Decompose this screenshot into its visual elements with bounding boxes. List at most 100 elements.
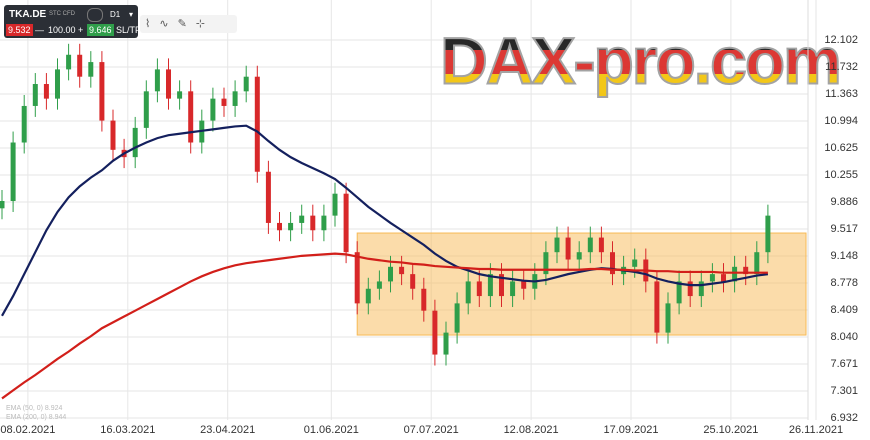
candle-body [687, 281, 693, 297]
symbol[interactable]: TKA.DE [9, 9, 47, 20]
candle-body [265, 171, 271, 223]
candle-body [632, 259, 638, 267]
candle-body [754, 252, 760, 275]
candle-body [610, 252, 615, 275]
candle-body [343, 193, 349, 253]
candle-body [99, 62, 105, 121]
decrease[interactable]: — [35, 25, 44, 35]
candle-body [709, 274, 715, 282]
candle-body [765, 215, 771, 253]
candle-body [454, 303, 460, 333]
x-tick-label: 26.11.2021 [789, 424, 843, 436]
candle-body [565, 237, 571, 260]
candle-body [43, 84, 49, 99]
toolbar: TKA.DE STC CFD D1 ▾ 9.532 — 100.00 + 9.6… [4, 5, 142, 38]
y-tick-label: 11.363 [825, 88, 858, 100]
candle-body [432, 310, 438, 355]
candle-body [143, 91, 149, 128]
candle-body [66, 54, 72, 70]
y-tick-label: 6.932 [830, 412, 858, 424]
x-tick-label: 12.08.2021 [504, 424, 559, 436]
timeframe[interactable]: D1 [110, 10, 121, 19]
candle-body [676, 281, 682, 304]
volume[interactable]: 100.00 [48, 25, 76, 35]
tool-icons[interactable]: ⌇∿✎⊹ [140, 15, 237, 33]
x-tick-label: 07.07.2021 [404, 424, 459, 436]
y-tick-label: 8.778 [830, 277, 858, 289]
candle-body [210, 98, 216, 121]
sltp-button[interactable]: SL/TP [116, 25, 142, 35]
dropdown[interactable]: ▾ [129, 10, 134, 19]
candle-body [332, 193, 338, 216]
candle-body [166, 69, 171, 99]
candle-body [721, 274, 726, 282]
candle-body [321, 215, 327, 231]
y-tick-label: 8.040 [830, 331, 858, 343]
candle-body [88, 62, 94, 77]
candle-body [576, 252, 582, 260]
candle-body [310, 215, 316, 231]
candle-body [376, 281, 382, 289]
y-tick-label: 7.301 [830, 385, 858, 397]
ema-line [1, 252, 768, 400]
y-tick-label: 7.671 [830, 358, 858, 370]
candle-body [521, 281, 527, 289]
x-tick-label: 16.03.2021 [100, 424, 155, 436]
candle-body [288, 222, 294, 231]
legend-entry: EMA (200, 0) 8.944 [6, 414, 66, 421]
candle-body [77, 54, 83, 77]
candle-body [232, 91, 238, 106]
y-tick-label: 10.255 [824, 169, 858, 181]
candle-body [587, 237, 593, 253]
candle-body [132, 127, 138, 158]
x-tick-label: 23.04.2021 [200, 424, 255, 436]
candle-body [299, 215, 305, 223]
ema-line [1, 124, 769, 317]
candle-body [188, 91, 194, 143]
watermark: DAX-pro.com [440, 23, 840, 97]
candle-body [177, 91, 183, 99]
candle-body [743, 266, 749, 275]
y-tick-label: 9.517 [830, 223, 858, 235]
x-tick-label: 25.10.2021 [703, 424, 758, 436]
candle-body [598, 237, 604, 253]
candle-body [221, 98, 227, 106]
candle-body [10, 142, 16, 202]
y-tick-label: 10.994 [824, 115, 858, 127]
candle-body [654, 281, 660, 333]
y-tick-label: 11.732 [825, 61, 858, 73]
candle-body [499, 274, 504, 297]
info-icon[interactable] [87, 8, 103, 22]
y-tick-label: 9.148 [830, 250, 858, 262]
increase[interactable]: + [78, 25, 84, 35]
candle-body [465, 281, 471, 304]
candle-body [543, 252, 549, 275]
sell-button[interactable]: 9.532 [6, 24, 33, 36]
legend-entry: EMA (50, 0) 8.924 [6, 405, 63, 412]
candle-body [154, 69, 160, 92]
candle-body [554, 237, 560, 253]
candle-body [399, 266, 405, 275]
candle-body [510, 281, 516, 297]
y-tick-label: 8.409 [830, 304, 858, 316]
buy-button[interactable]: 9.646 [87, 24, 114, 36]
candle-body [110, 120, 116, 150]
candle-body [21, 105, 27, 143]
instrument-kind: STC CFD [49, 11, 75, 17]
candle-body [0, 201, 5, 209]
candle-body [476, 281, 482, 297]
range-zone [356, 232, 807, 336]
candle-body [243, 76, 249, 92]
x-tick-label: 01.06.2021 [304, 424, 359, 436]
candle-body [365, 288, 371, 304]
x-tick-label: 17.09.2021 [603, 424, 658, 436]
candle-body [487, 274, 493, 297]
candle-body [254, 76, 260, 172]
candle-body [32, 84, 38, 106]
y-tick-label: 10.625 [824, 142, 858, 154]
candle-body [421, 288, 427, 311]
candle-body [443, 332, 449, 355]
candle-body [732, 266, 738, 282]
